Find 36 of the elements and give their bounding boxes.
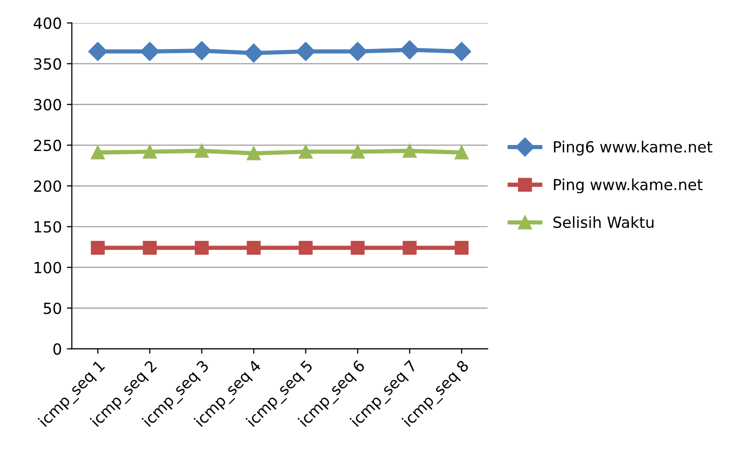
point: [454, 240, 469, 255]
point: [350, 240, 365, 255]
point: [246, 240, 261, 255]
legend-label: Ping www.kame.net: [554, 178, 703, 194]
y-tick-label: 50: [44, 302, 62, 314]
y-tick-label: 250: [34, 140, 62, 152]
point: [402, 144, 417, 158]
legend-label: Selisih Waktu: [553, 216, 654, 228]
point: [90, 240, 105, 255]
point: [454, 146, 469, 160]
point: [140, 42, 160, 61]
point: [452, 42, 472, 61]
y-tick-label: 300: [34, 98, 62, 110]
point: [246, 146, 261, 160]
y-tick-label: 100: [34, 262, 62, 274]
point: [90, 146, 105, 160]
point: [348, 42, 368, 61]
point: [142, 240, 157, 255]
y-tick-label: 350: [34, 58, 62, 70]
legend-label: Ping6 www.kame.net: [554, 140, 712, 156]
point: [192, 41, 212, 60]
point: [350, 144, 365, 159]
y-tick-label: 400: [34, 17, 62, 29]
point: [194, 144, 209, 158]
y-tick-label: 150: [34, 221, 62, 233]
point: [194, 240, 209, 255]
y-tick-label: 0: [53, 343, 62, 355]
y-tick-label: 200: [34, 180, 62, 192]
point: [402, 240, 417, 255]
point: [142, 144, 157, 159]
point: [298, 240, 313, 255]
point: [88, 42, 108, 61]
point: [244, 44, 264, 63]
point: [296, 42, 316, 61]
point: [298, 144, 313, 159]
point: [400, 40, 420, 60]
